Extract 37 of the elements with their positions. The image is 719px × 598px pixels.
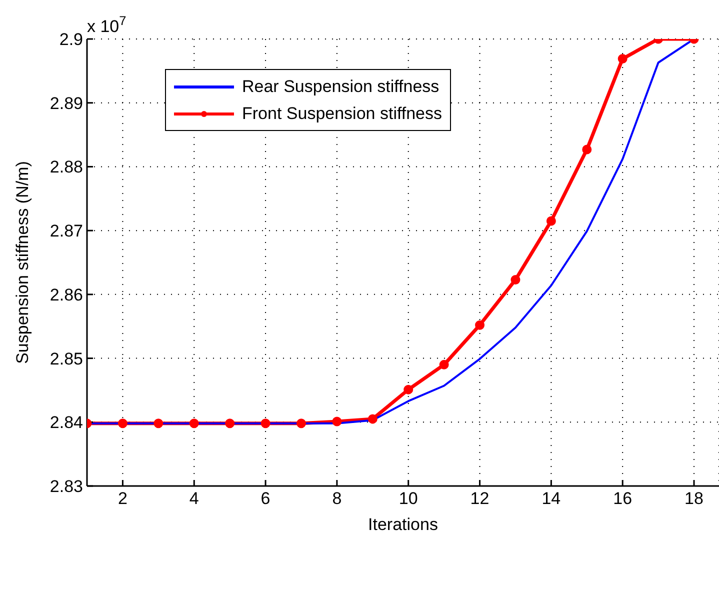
point bbox=[118, 418, 128, 428]
y-axis-title: Suspension stiffness (N/m) bbox=[13, 161, 32, 364]
point bbox=[154, 418, 164, 428]
point bbox=[260, 418, 270, 428]
y-tick-label: 2.9 bbox=[59, 30, 83, 50]
legend-label: Front Suspension stiffness bbox=[242, 104, 442, 124]
x-tick-label: 18 bbox=[684, 489, 704, 508]
x-tick-label: 14 bbox=[542, 489, 561, 508]
x-tick-label: 2 bbox=[118, 489, 128, 508]
y-tick-label: 2.87 bbox=[50, 222, 83, 241]
y-tick-label: 2.85 bbox=[50, 349, 83, 368]
point bbox=[189, 418, 199, 428]
x-tick-label: 16 bbox=[613, 489, 632, 508]
y-tick-label: 2.84 bbox=[50, 413, 83, 432]
scale-factor: x 10$^{7}$ bbox=[87, 12, 126, 36]
point bbox=[332, 416, 342, 426]
x-tick-label: 8 bbox=[332, 489, 342, 508]
point bbox=[404, 384, 414, 394]
y-tick-label: 2.86 bbox=[50, 285, 83, 304]
point bbox=[475, 320, 485, 330]
x-tick-label: 6 bbox=[260, 489, 270, 508]
y-tick-label: 2.89 bbox=[50, 94, 83, 113]
x-tick-label: 12 bbox=[470, 489, 490, 508]
x-tick-label: 4 bbox=[189, 489, 199, 508]
y-tick-label: 2.88 bbox=[50, 158, 83, 177]
point bbox=[225, 418, 235, 428]
point bbox=[618, 54, 628, 64]
y-tick-label: 2.83 bbox=[50, 477, 83, 496]
x-axis-title: Iterations bbox=[368, 515, 438, 534]
point bbox=[439, 360, 449, 370]
legend-label: Rear Suspension stiffness bbox=[242, 76, 440, 96]
point bbox=[510, 274, 520, 284]
point bbox=[296, 418, 306, 428]
point bbox=[368, 414, 378, 424]
x-tick-label: 10 bbox=[398, 489, 418, 508]
point bbox=[582, 144, 592, 154]
point bbox=[546, 216, 556, 226]
